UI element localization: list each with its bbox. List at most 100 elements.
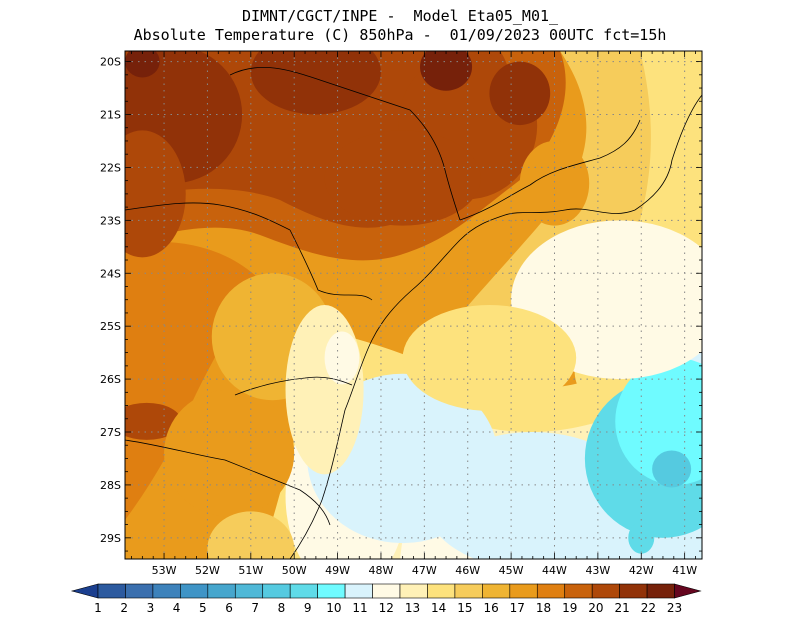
colorbar-swatch [234,583,264,599]
colorbar-swatch [427,583,456,599]
border-sc-rs [125,439,331,526]
lon-label: 51W [238,564,263,577]
colorbar-label: 15 [457,601,472,615]
colorbar-label: 9 [304,601,312,615]
field-blob-10 [250,51,381,115]
colorbar-swatch [619,583,648,599]
lat-label: 27S [100,426,121,439]
field-blob-13 [489,61,551,126]
colorbar-label: 19 [562,601,577,615]
field-blob-18 [164,389,295,517]
colorbar-swatch [646,583,675,599]
colorbar-label: 20 [588,601,603,615]
border-mg-rj [459,119,641,221]
lon-label: 44W [542,564,567,577]
colorbar-swatch [399,583,428,599]
lon-label: 43W [585,564,610,577]
colorbar-label: 10 [326,601,341,615]
lon-label: 46W [455,564,480,577]
lat-label: 28S [100,479,121,492]
border-ms-sp [125,202,291,231]
colorbar-label: 1 [94,601,102,615]
field-blobs [125,51,702,559]
lon-label: 50W [282,564,307,577]
colorbar-label: 21 [614,601,629,615]
field-blob-23 [519,140,590,226]
field-blob-12 [420,51,473,91]
border-mg-north [229,67,461,221]
border-sp-pr [289,229,373,301]
colorbar-label: 8 [278,601,286,615]
colorbar-label: 6 [225,601,233,615]
gridlines [125,51,702,559]
colorbar-label: 23 [667,601,682,615]
colorbar-label: 16 [483,601,498,615]
field-blob-14 [324,130,481,226]
colorbar-swatch [591,583,620,599]
lon-label: 49W [325,564,350,577]
lat-label: 25S [100,320,121,333]
colorbar-label: 7 [251,601,259,615]
colorbar-swatch [509,583,538,599]
colorbar-label: 2 [120,601,128,615]
boundaries [125,67,702,559]
colorbar-label: 13 [405,601,420,615]
colorbar-arrow-high [674,583,702,599]
colorbar-label: 14 [431,601,446,615]
title-line-1: DIMNT/CGCT/INPE - Model Eta05_M01_ [241,7,559,25]
colorbar-swatch [289,583,318,599]
colorbar-swatch [262,583,291,599]
title-line-2: Absolute Temperature (C) 850hPa - 01/09/… [133,26,667,44]
colorbar-label: 17 [510,601,525,615]
lon-label: 47W [412,564,437,577]
lat-label: 29S [100,532,121,545]
field-blob-15 [125,130,186,258]
field-blob-21 [324,331,360,385]
lon-label: 53W [152,564,177,577]
lon-label: 41W [672,564,697,577]
lat-label: 26S [100,373,121,386]
colorbar-swatch [207,583,236,599]
lat-label: 21S [100,109,121,122]
lon-label: 48W [369,564,394,577]
temperature-field [125,51,702,559]
colorbar-swatch [344,583,373,599]
latitude-labels: 20S 21S 22S 23S 24S 25S 26S 27S 28S 29S [100,56,121,545]
colorbar-label: 12 [379,601,394,615]
colorbar-swatch [180,583,209,599]
field-blob-16 [125,402,182,440]
colorbar-swatch [125,583,154,599]
lon-label: 52W [195,564,220,577]
coastline [289,94,702,559]
longitude-labels: 53W 52W 51W 50W 49W 48W 47W 46W 45W 44W 43W 42W 41W [152,564,698,577]
field-blob-20 [285,305,364,475]
colorbar-swatch [372,583,401,599]
colorbar-label: 4 [173,601,181,615]
lon-label: 42W [629,564,654,577]
colorbar-label: 11 [352,601,367,615]
lat-label: 24S [100,267,121,280]
field-blob-8 [402,305,577,411]
colorbar-swatch [536,583,566,599]
colorbar-label: 3 [147,601,155,615]
colorbar-swatch [97,583,126,599]
colorbar-label: 22 [641,601,656,615]
lon-label: 45W [499,564,524,577]
lat-label: 22S [100,161,121,174]
lat-label: 20S [100,56,121,69]
colorbar: 1 2 3 4 5 6 7 8 9 10 11 12 13 14 15 16 17 18 19 20 21 22 23 [70,583,702,615]
field-blob-17 [125,51,160,78]
colorbar-swatch [152,583,181,599]
colorbar-swatch [482,583,511,599]
border-pr-sc [234,376,353,396]
colorbar-swatch [564,583,593,599]
colorbar-swatch [454,583,483,599]
colorbar-label: 18 [536,601,551,615]
colorbar-swatch [317,583,346,599]
colorbar-arrow-low [70,583,99,599]
lat-label: 23S [100,214,121,227]
axis-ticks [125,51,702,559]
field-blob-6 [628,521,655,554]
field-blob-5 [652,450,692,488]
